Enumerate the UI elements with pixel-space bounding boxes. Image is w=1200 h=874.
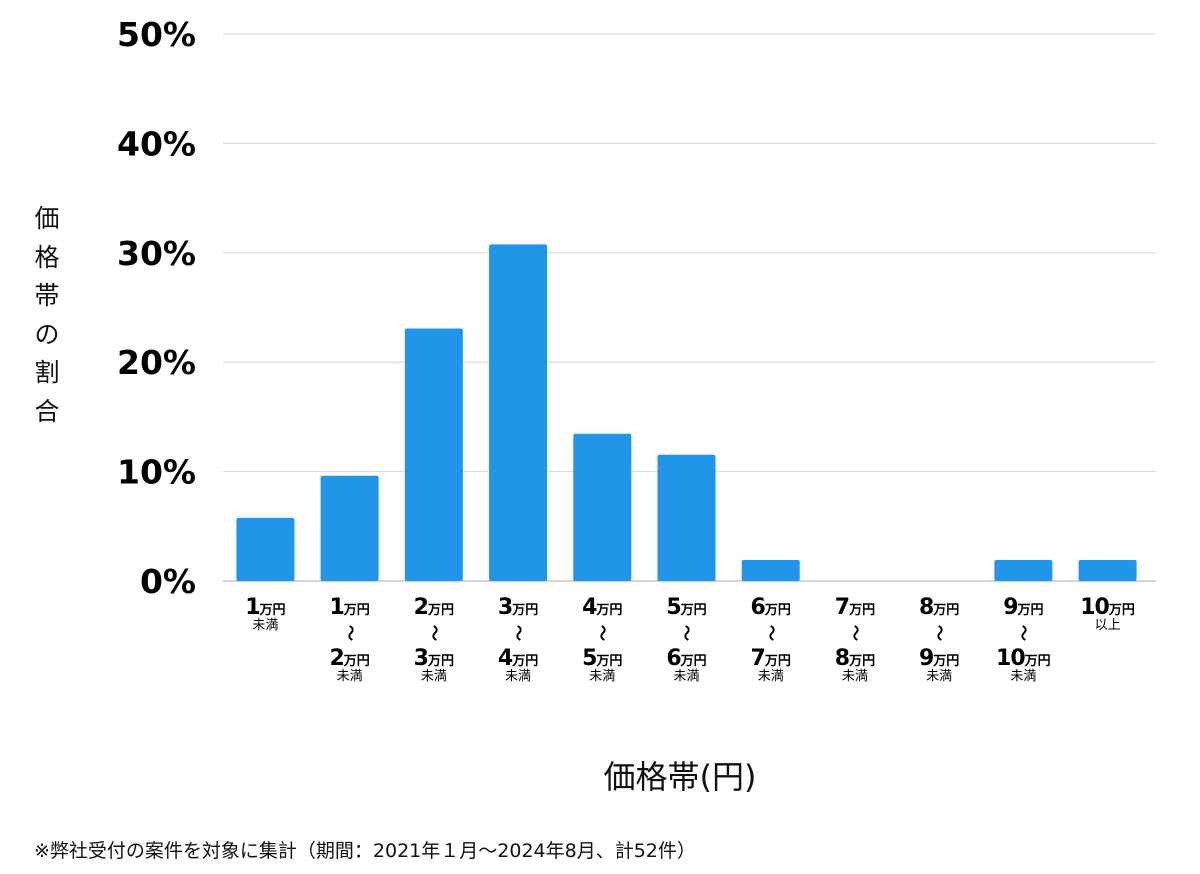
tick-number: 5 (582, 646, 597, 671)
y-tick-label: 10% (117, 453, 196, 492)
tick-number: 9 (1003, 595, 1018, 620)
tick-unit: 万円 (1024, 654, 1051, 669)
bar (1078, 559, 1137, 581)
tick-unit: 万円 (343, 654, 370, 669)
tick-note: 未満 (420, 669, 447, 684)
tick-unit: 万円 (259, 603, 286, 618)
range-separator: 〜 (509, 624, 529, 642)
bar (657, 454, 716, 581)
y-axis-label: 価格帯の割合 (34, 204, 60, 426)
tick-number: 4 (497, 646, 513, 671)
tick-note: 以上 (1094, 618, 1121, 633)
x-axis-label: 価格帯(円) (603, 758, 757, 796)
tick-number: 7 (834, 595, 850, 620)
range-separator: 〜 (424, 624, 444, 642)
bar (236, 517, 295, 581)
y-tick-label: 40% (117, 124, 196, 163)
tick-number: 6 (750, 595, 766, 620)
tick-unit: 万円 (933, 603, 960, 618)
range-separator: 〜 (761, 624, 781, 642)
tick-unit: 万円 (849, 654, 876, 669)
tick-unit: 万円 (933, 654, 960, 669)
footnote: ※弊社受付の案件を対象に集計（期間：2021年１月～2024年8月、計52件） (34, 840, 696, 862)
y-tick-label: 0% (140, 562, 196, 601)
tick-number: 10 (1080, 595, 1110, 620)
tick-note: 未満 (589, 669, 616, 684)
tick-note: 未満 (252, 618, 279, 633)
x-tick-label: 7万円〜 8万円 未満 (813, 594, 897, 684)
tick-number: 6 (666, 646, 681, 671)
bar (404, 328, 463, 581)
range-separator: 〜 (677, 624, 697, 642)
range-separator: 〜 (1014, 624, 1034, 642)
tick-number: 7 (750, 646, 766, 671)
tick-unit: 万円 (680, 603, 707, 618)
tick-unit: 万円 (512, 654, 539, 669)
tick-number: 5 (666, 595, 681, 620)
tick-unit: 万円 (596, 603, 623, 618)
tick-note: 未満 (757, 669, 784, 684)
tick-unit: 万円 (764, 603, 791, 618)
tick-unit: 万円 (512, 603, 539, 618)
x-tick-label: 10万円 以上 (1066, 594, 1150, 633)
x-tick-label: 1万円 未満 (223, 594, 307, 633)
x-tick-label: 5万円〜 6万円 未満 (645, 594, 729, 684)
tick-unit: 万円 (680, 654, 707, 669)
x-tick-label: 3万円〜 4万円 未満 (476, 594, 560, 684)
x-tick-label: 1万円〜 2万円 未満 (308, 594, 392, 684)
tick-note: 未満 (505, 669, 532, 684)
tick-unit: 万円 (764, 654, 791, 669)
tick-number: 2 (329, 646, 344, 671)
tick-number: 8 (834, 646, 850, 671)
bar (994, 559, 1053, 581)
range-separator: 〜 (930, 624, 950, 642)
x-tick-label: 8万円〜 9万円 未満 (897, 594, 981, 684)
tick-number: 4 (582, 595, 597, 620)
bar (320, 475, 379, 581)
tick-number: 8 (918, 595, 934, 620)
tick-unit: 万円 (849, 603, 876, 618)
range-separator: 〜 (593, 624, 613, 642)
tick-note: 未満 (841, 669, 868, 684)
bar (489, 244, 548, 581)
x-tick-label: 4万円〜 5万円 未満 (560, 594, 644, 684)
tick-unit: 万円 (1108, 603, 1135, 618)
tick-number: 3 (413, 646, 429, 671)
tick-unit: 万円 (427, 654, 454, 669)
tick-note: 未満 (1010, 669, 1037, 684)
y-tick-label: 50% (117, 15, 196, 54)
y-tick-label: 20% (117, 343, 196, 382)
range-separator: 〜 (845, 624, 865, 642)
tick-note: 未満 (673, 669, 700, 684)
tick-note: 未満 (336, 669, 363, 684)
tick-number: 10 (996, 646, 1026, 671)
y-tick-label: 30% (117, 234, 196, 273)
x-tick-label: 9万円〜 10万円 未満 (981, 594, 1065, 684)
x-tick-label: 2万円〜 3万円 未満 (392, 594, 476, 684)
tick-number: 1 (329, 595, 344, 620)
bar (741, 559, 800, 581)
tick-number: 1 (245, 595, 260, 620)
tick-unit: 万円 (596, 654, 623, 669)
tick-unit: 万円 (343, 603, 370, 618)
range-separator: 〜 (340, 624, 360, 642)
tick-number: 2 (413, 595, 429, 620)
tick-number: 9 (918, 646, 934, 671)
tick-unit: 万円 (1017, 603, 1044, 618)
tick-number: 3 (497, 595, 513, 620)
x-tick-label: 6万円〜 7万円 未満 (729, 594, 813, 684)
bar (573, 433, 632, 581)
tick-note: 未満 (926, 669, 953, 684)
tick-unit: 万円 (427, 603, 454, 618)
